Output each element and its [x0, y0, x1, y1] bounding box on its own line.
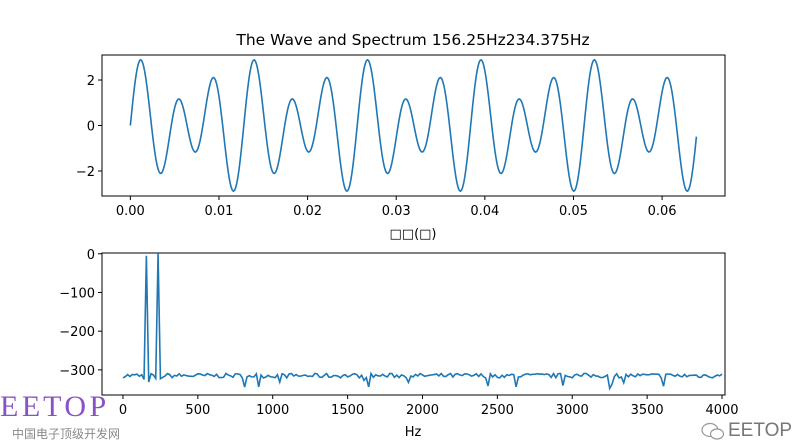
- x-tick-label: 500: [185, 403, 210, 418]
- x-tick-label: 0: [119, 403, 127, 418]
- y-tick-label: −100: [59, 286, 95, 301]
- y-tick-label: −200: [59, 325, 95, 340]
- x-tick-label: 1000: [256, 403, 289, 418]
- y-tick-label: −2: [76, 165, 95, 180]
- x-tick-label: 2000: [406, 403, 439, 418]
- series-line: [122, 253, 723, 391]
- wechat-icon: [701, 422, 725, 440]
- wave-x-label: □□(□): [390, 227, 437, 242]
- chart-title: The Wave and Spectrum 156.25Hz234.375Hz: [235, 31, 589, 49]
- x-tick-label: 3000: [556, 403, 589, 418]
- x-tick-label: 0.04: [470, 204, 499, 219]
- spectrum-axes: Hz 0 500 1000 1500 2000 2500 3000 3500 4000 0 −100…: [59, 248, 738, 440]
- x-tick-label: 0.05: [559, 204, 588, 219]
- y-tick-label: 0: [87, 248, 95, 263]
- x-tick-label: 4000: [705, 403, 738, 418]
- spectrum-x-label: Hz: [405, 425, 422, 440]
- x-tick-label: 0.00: [116, 204, 145, 219]
- x-tick-label: 0.03: [382, 204, 411, 219]
- y-tick-label: 0: [87, 120, 95, 135]
- axes-frame: [101, 252, 726, 396]
- y-tick-label: −300: [59, 364, 95, 379]
- x-tick-label: 1500: [331, 403, 364, 418]
- eetop-watermark-subtitle: 中国电子顶级开发网: [12, 427, 121, 441]
- x-tick-label: 2500: [481, 403, 514, 418]
- series-line: [129, 58, 698, 193]
- x-tick-label: 0.06: [648, 204, 677, 219]
- x-tick-label: 3500: [631, 403, 664, 418]
- wechat-watermark: EETOP: [700, 420, 792, 442]
- eetop-watermark-logo: E E T O P: [0, 390, 106, 423]
- y-tick-label: 2: [87, 74, 95, 89]
- wave-axes: The Wave and Spectrum 156.25Hz234.375Hz …: [76, 31, 726, 242]
- wechat-watermark-text: EETOP: [728, 420, 793, 441]
- x-tick-label: 0.02: [293, 204, 322, 219]
- x-tick-label: 0.01: [205, 204, 234, 219]
